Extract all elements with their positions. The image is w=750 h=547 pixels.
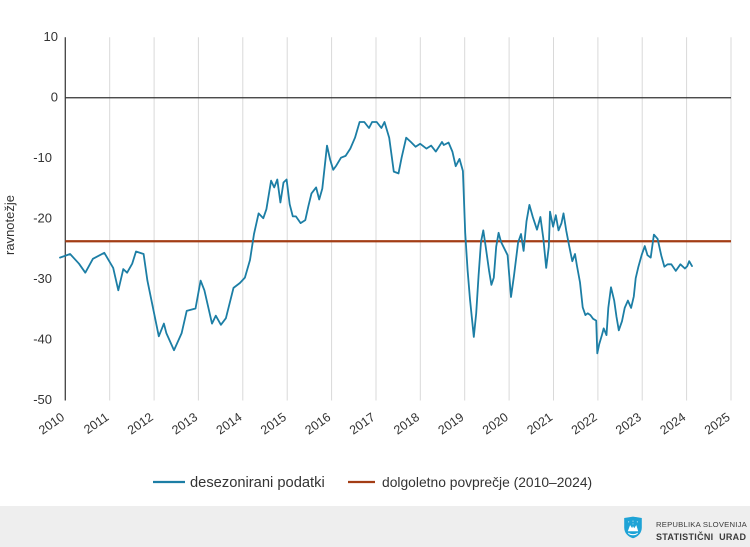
svg-text:-10: -10	[33, 150, 52, 165]
svg-text:2012: 2012	[125, 410, 156, 437]
svg-text:2020: 2020	[480, 410, 511, 437]
svg-text:2016: 2016	[303, 410, 334, 437]
svg-text:desezonirani podatki: desezonirani podatki	[190, 475, 325, 491]
svg-text:ravnotežje: ravnotežje	[2, 195, 17, 255]
svg-text:dolgoletno povprečje (2010–202: dolgoletno povprečje (2010–2024)	[382, 474, 592, 490]
svg-text:2017: 2017	[347, 410, 378, 437]
svg-text:2025: 2025	[702, 410, 733, 437]
svg-text:2018: 2018	[391, 410, 422, 437]
svg-text:-50: -50	[33, 392, 52, 407]
svg-text:2021: 2021	[524, 410, 555, 437]
svg-text:2024: 2024	[658, 410, 689, 437]
svg-text:2011: 2011	[81, 410, 111, 437]
svg-text:-30: -30	[33, 271, 52, 286]
svg-text:2019: 2019	[436, 410, 467, 437]
svg-text:2010: 2010	[36, 410, 67, 437]
svg-text:2022: 2022	[569, 410, 600, 437]
svg-text:-40: -40	[33, 332, 52, 347]
svg-text:2023: 2023	[613, 410, 644, 437]
svg-text:-20: -20	[33, 211, 52, 226]
svg-text:10: 10	[44, 29, 58, 44]
svg-text:0: 0	[51, 90, 58, 105]
svg-text:2013: 2013	[169, 410, 200, 437]
svg-text:2015: 2015	[258, 410, 289, 437]
svg-text:2014: 2014	[214, 410, 245, 437]
